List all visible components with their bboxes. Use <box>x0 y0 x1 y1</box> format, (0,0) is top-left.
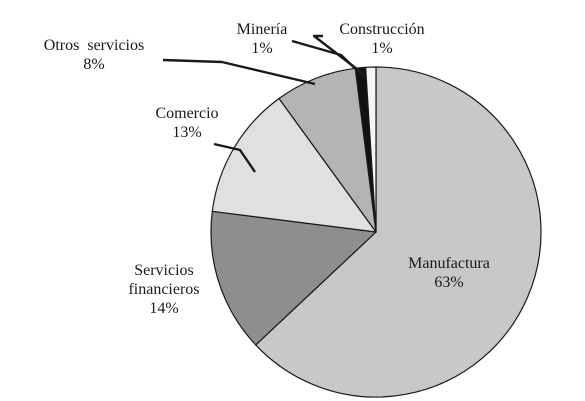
slice-value-otros-servicios: 8% <box>83 56 104 73</box>
slice-label-servicios-financieros-0: Servicios <box>134 262 194 279</box>
leader-line-construcción <box>312 34 367 77</box>
pie-slices <box>210 66 542 398</box>
slice-label-otros-servicios-0: Otros servicios <box>44 37 144 54</box>
slice-label-manufactura-0: Manufactura <box>408 255 490 272</box>
slice-value-minería: 1% <box>251 40 272 57</box>
slice-label-comercio-0: Comercio <box>155 105 218 122</box>
leader-lines <box>162 34 367 173</box>
slice-value-servicios-financieros: 14% <box>149 300 178 317</box>
slice-value-comercio: 13% <box>172 124 201 141</box>
pie-slice-servicios-financieros <box>210 210 377 346</box>
slice-value-manufactura: 63% <box>434 274 463 291</box>
leader-line-otros-servicios <box>162 58 316 86</box>
slice-label-servicios-financieros-1: financieros <box>128 281 199 298</box>
leader-line-comercio <box>213 142 256 173</box>
slice-labels: Manufactura 63% Servicios financieros 14% Com… <box>44 21 490 317</box>
slice-label-minería-0: Minería <box>237 21 288 38</box>
pie-slice-construcción <box>365 66 377 233</box>
pie-slice-manufactura <box>255 66 542 398</box>
slice-value-construcción: 1% <box>371 40 392 57</box>
slice-label-construcción-0: Construcción <box>339 21 424 38</box>
